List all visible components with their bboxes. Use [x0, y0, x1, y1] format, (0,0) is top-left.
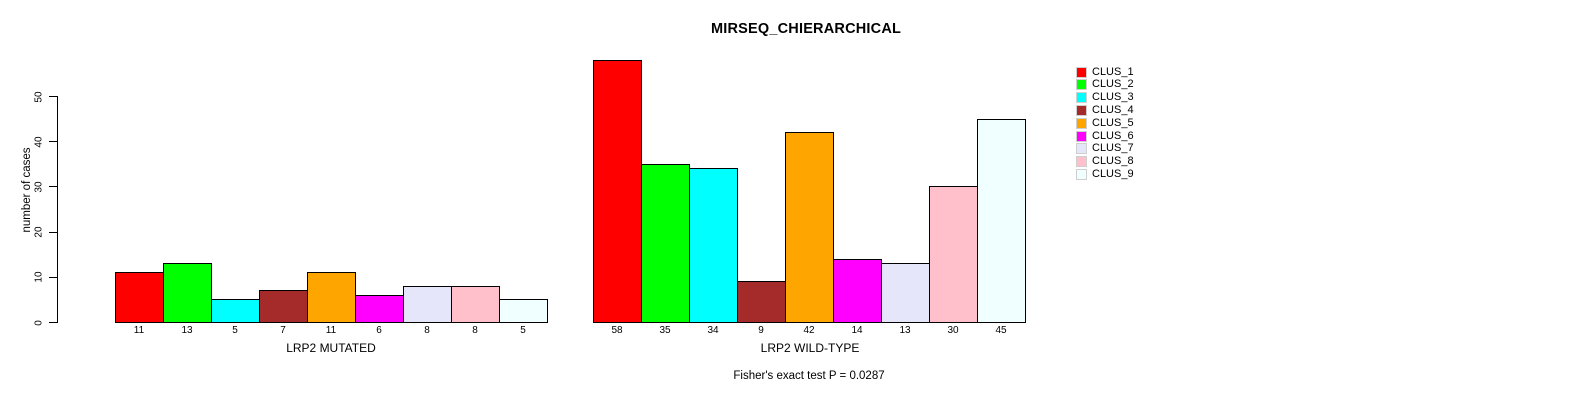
bar-value-label: 5: [232, 325, 238, 336]
legend-swatch-clus_9: [1076, 168, 1087, 180]
bar-clus_2: [641, 163, 690, 323]
y-tick-mark: [49, 276, 57, 278]
bar-value-label: 30: [947, 325, 959, 336]
bar-value-label: 5: [520, 325, 526, 336]
y-tick-mark: [49, 96, 57, 97]
y-tick-mark: [49, 186, 57, 188]
bar-clus_6: [355, 294, 404, 323]
chart-title: MIRSEQ_CHIERARCHICAL: [710, 21, 902, 37]
legend-swatch-clus_4: [1076, 104, 1087, 116]
bar-clus_5: [785, 132, 834, 323]
legend-swatch-clus_2: [1076, 79, 1087, 91]
fisher-test-caption: Fisher's exact test P = 0.0287: [733, 370, 885, 382]
legend-label-clus_2: CLUS_2: [1092, 78, 1134, 91]
y-tick-mark: [49, 322, 57, 323]
bar-clus_1: [115, 272, 164, 323]
y-tick-label: 10: [33, 271, 45, 283]
bar-clus_7: [881, 263, 930, 323]
bar-value-label: 8: [424, 325, 430, 336]
legend-label-clus_1: CLUS_1: [1092, 65, 1134, 78]
bar-value-label: 7: [280, 325, 286, 336]
bar-value-label: 45: [995, 325, 1007, 336]
x-axis-label-wildtype: LRP2 WILD-TYPE: [760, 341, 860, 355]
legend-swatch-clus_1: [1076, 66, 1087, 78]
legend-swatch-clus_7: [1076, 143, 1087, 155]
bar-clus_3: [211, 299, 260, 323]
y-tick-label: 40: [33, 136, 45, 148]
bar-value-label: 11: [133, 325, 145, 336]
y-tick-mark: [49, 231, 57, 233]
y-axis-line: [57, 96, 58, 323]
bar-clus_3: [689, 168, 738, 323]
bar-clus_9: [499, 299, 548, 323]
bar-clus_5: [307, 272, 356, 323]
bar-value-label: 11: [325, 325, 337, 336]
legend-label-clus_5: CLUS_5: [1092, 116, 1134, 129]
bar-value-label: 9: [758, 325, 764, 336]
y-tick-label: 0: [33, 319, 45, 326]
bar-clus_6: [833, 258, 882, 323]
bar-value-label: 42: [803, 325, 815, 336]
y-tick-mark: [49, 141, 57, 143]
y-tick-label: 20: [33, 226, 45, 238]
bar-clus_2: [163, 263, 212, 323]
bar-clus_8: [929, 186, 978, 323]
y-tick-label: 30: [33, 181, 45, 193]
bar-clus_9: [977, 118, 1026, 323]
y-tick-label: 50: [33, 90, 45, 103]
bar-clus_8: [451, 285, 500, 323]
legend-swatch-clus_3: [1076, 92, 1087, 104]
bar-value-label: 13: [181, 325, 193, 336]
bar-clus_7: [403, 285, 452, 323]
bar-value-label: 6: [376, 325, 382, 336]
bar-value-label: 13: [899, 325, 911, 336]
y-axis-label: number of cases: [21, 147, 33, 233]
legend-swatch-clus_5: [1076, 117, 1087, 129]
legend-label-clus_6: CLUS_6: [1092, 129, 1134, 142]
bar-clus_4: [259, 290, 308, 323]
bar-value-label: 14: [851, 325, 863, 336]
bar-clus_4: [737, 281, 786, 323]
x-axis-label-mutated: LRP2 MUTATED: [286, 341, 376, 355]
legend-label-clus_7: CLUS_7: [1092, 142, 1134, 155]
legend-label-clus_4: CLUS_4: [1092, 103, 1134, 116]
legend-label-clus_9: CLUS_9: [1092, 167, 1134, 180]
legend-swatch-clus_8: [1076, 156, 1087, 168]
bar-value-label: 34: [707, 325, 719, 336]
bar-value-label: 58: [611, 325, 623, 336]
bar-value-label: 8: [472, 325, 478, 336]
bar-clus_1: [593, 59, 642, 323]
legend-label-clus_8: CLUS_8: [1092, 155, 1134, 168]
legend-swatch-clus_6: [1076, 130, 1087, 142]
bar-value-label: 35: [659, 325, 671, 336]
legend-label-clus_3: CLUS_3: [1092, 91, 1134, 104]
